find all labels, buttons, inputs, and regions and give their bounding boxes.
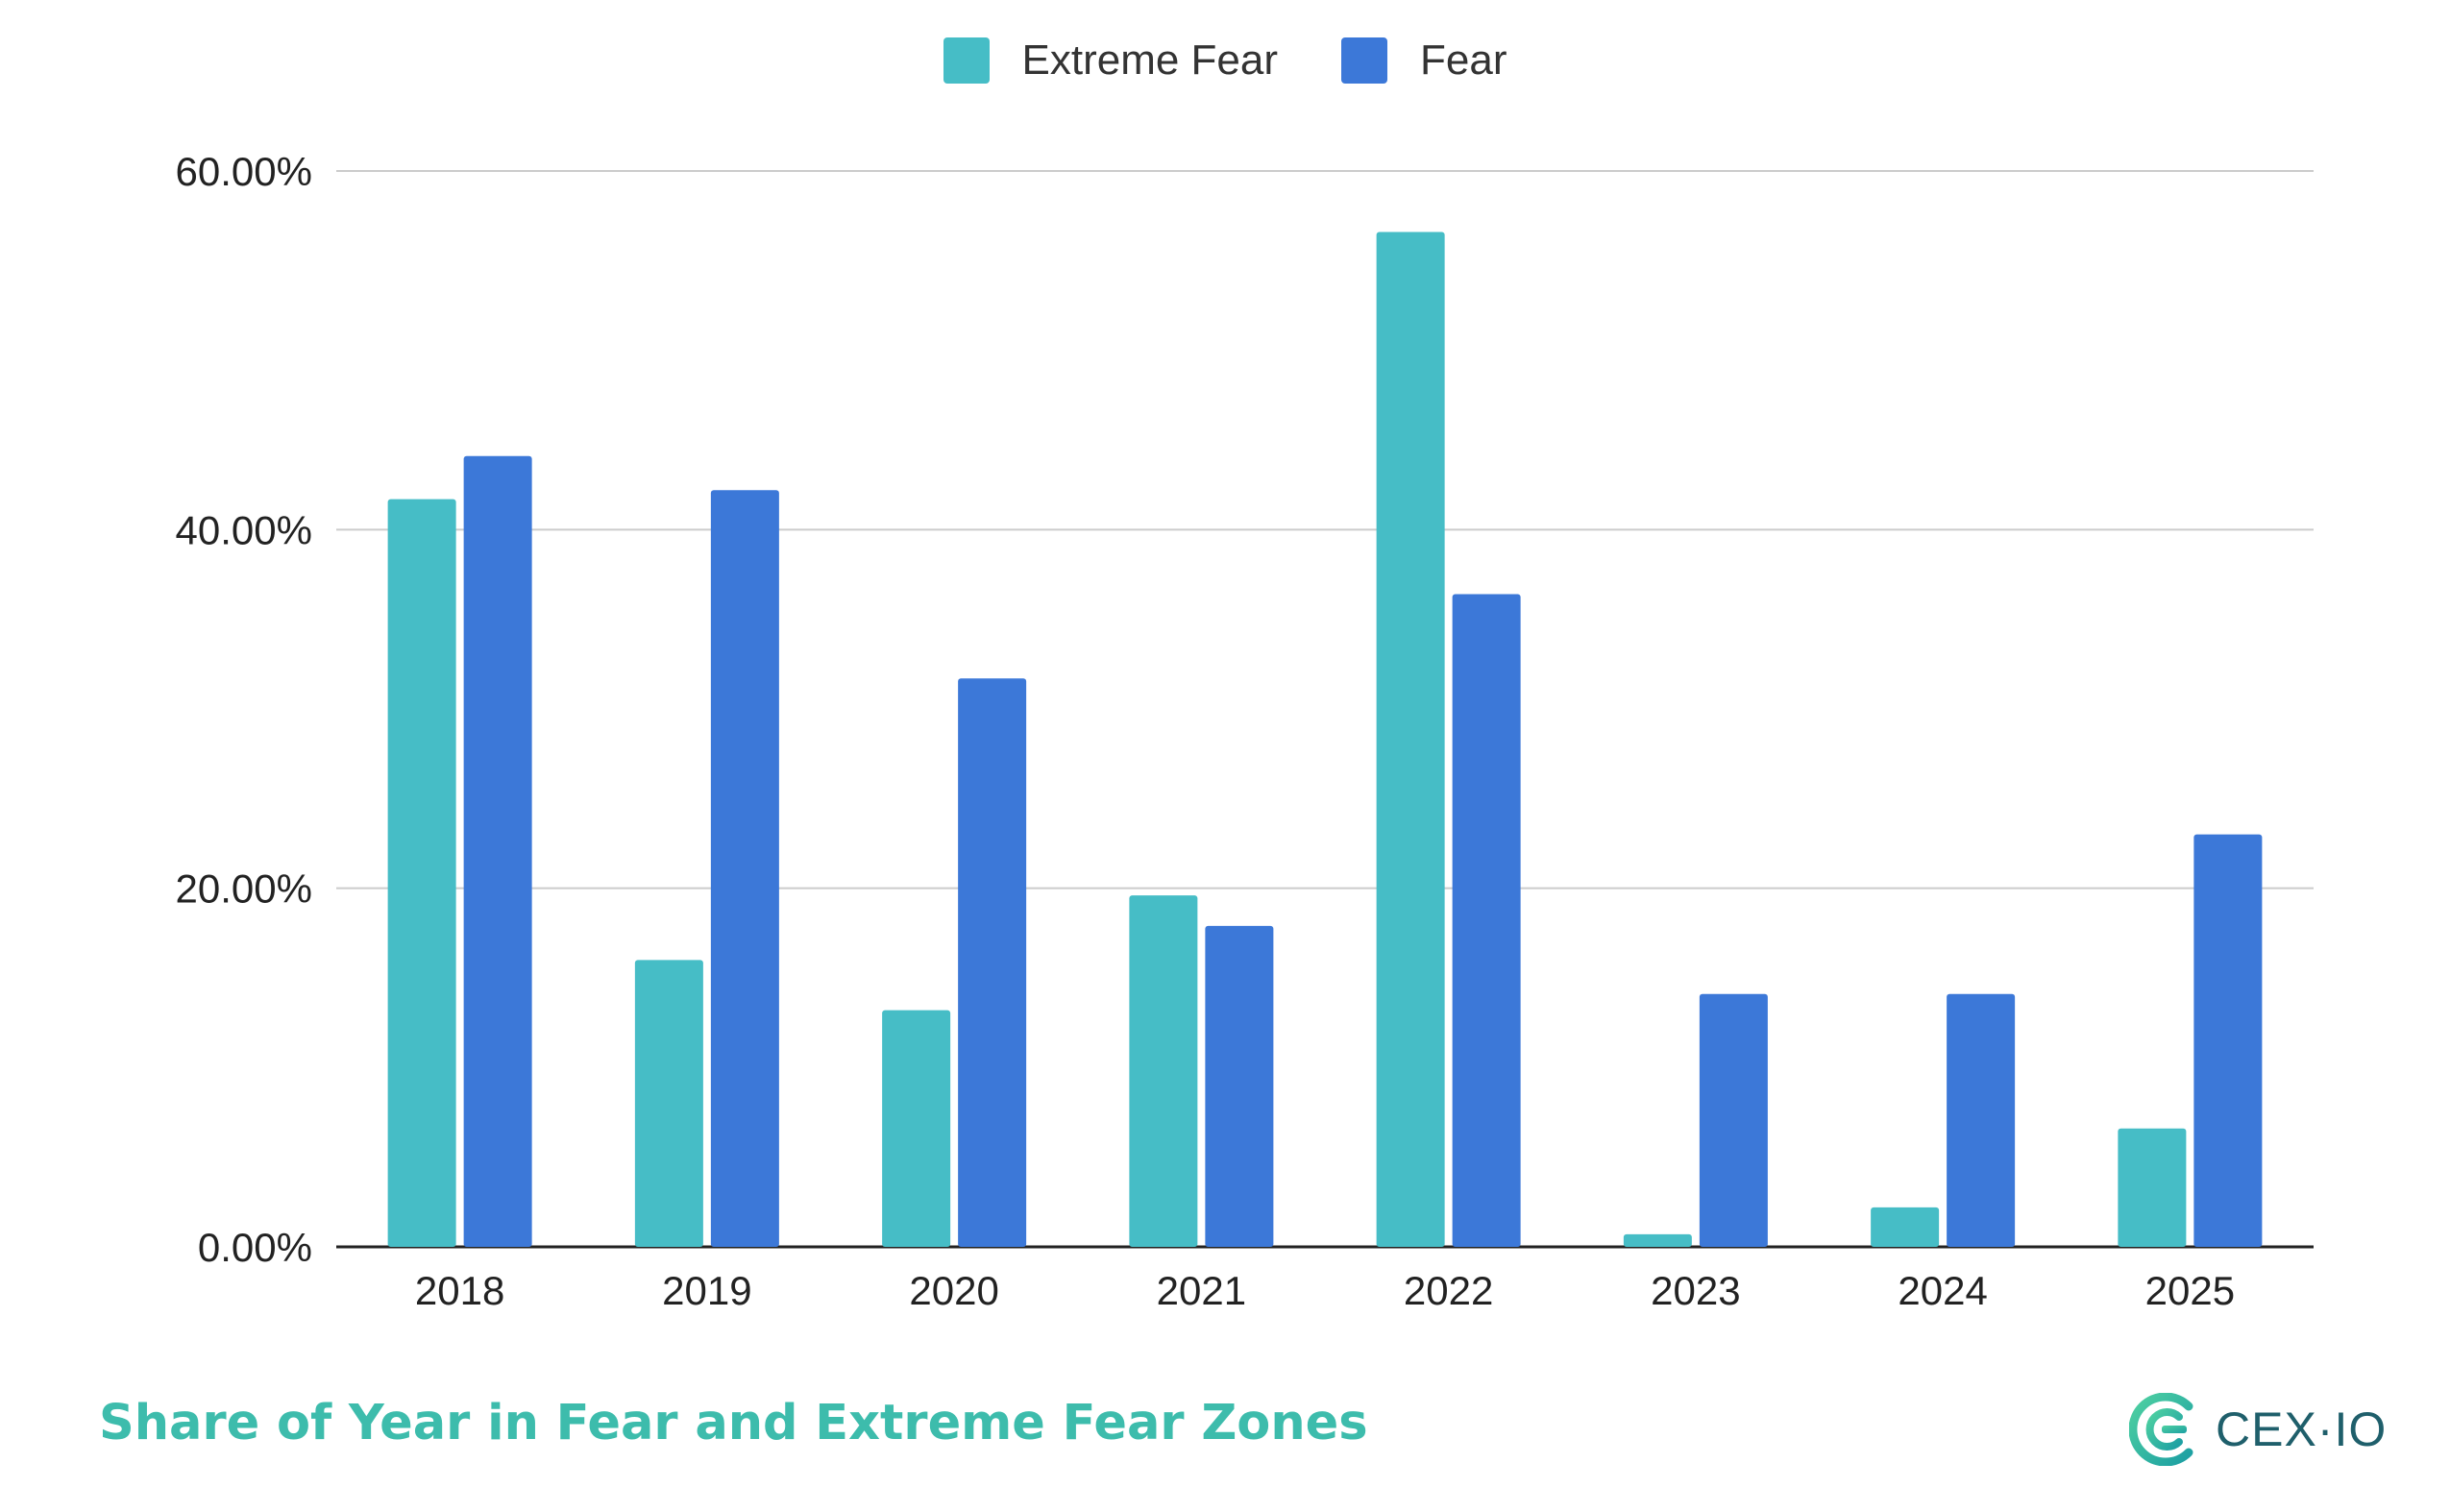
x-tick-label: 2025 bbox=[2145, 1268, 2235, 1313]
x-tick-label: 2021 bbox=[1157, 1268, 1246, 1313]
bar-extreme-fear-2020[interactable] bbox=[882, 1010, 951, 1247]
y-tick-label: 40.00% bbox=[176, 507, 312, 552]
y-tick-label: 0.00% bbox=[198, 1225, 312, 1270]
x-tick-label: 2022 bbox=[1404, 1268, 1493, 1313]
brand-logo: CEX·IO bbox=[2129, 1393, 2387, 1466]
cex-logo-icon bbox=[2129, 1393, 2193, 1466]
bar-fear-2024[interactable] bbox=[1947, 993, 2016, 1247]
gridlines bbox=[336, 170, 2314, 1249]
brand-name: CEX·IO bbox=[2216, 1402, 2388, 1456]
bar-fear-2023[interactable] bbox=[1699, 993, 1768, 1247]
legend-item-extreme-fear[interactable]: Extreme Fear bbox=[943, 37, 1279, 85]
bar-extreme-fear-2019[interactable] bbox=[634, 960, 703, 1247]
bar-fear-2020[interactable] bbox=[958, 678, 1027, 1247]
x-axis-tick-labels: 2018 2019 2020 2021 2022 2023 2024 2025 bbox=[415, 1268, 2235, 1313]
x-tick-label: 2023 bbox=[1651, 1268, 1740, 1313]
y-tick-label: 20.00% bbox=[176, 866, 312, 912]
bar-extreme-fear-2021[interactable] bbox=[1129, 895, 1198, 1247]
chart-title: Share of Year in Fear and Extreme Fear Z… bbox=[99, 1395, 1368, 1451]
bar-extreme-fear-2024[interactable] bbox=[1871, 1207, 1940, 1247]
legend-swatch-extreme-fear bbox=[943, 37, 990, 84]
bar-fear-2019[interactable] bbox=[710, 490, 779, 1247]
bar-extreme-fear-2018[interactable] bbox=[387, 499, 456, 1247]
bar-extreme-fear-2022[interactable] bbox=[1376, 232, 1445, 1247]
y-tick-label: 60.00% bbox=[176, 149, 312, 194]
bar-fear-2021[interactable] bbox=[1205, 925, 1274, 1247]
legend-label-fear: Fear bbox=[1420, 37, 1507, 84]
legend-item-fear[interactable]: Fear bbox=[1341, 37, 1507, 85]
bar-extreme-fear-2025[interactable] bbox=[2118, 1128, 2187, 1247]
legend-swatch-fear bbox=[1341, 37, 1388, 84]
bar-fear-2018[interactable] bbox=[463, 455, 532, 1247]
bar-extreme-fear-2023[interactable] bbox=[1623, 1233, 1692, 1247]
legend-label-extreme-fear: Extreme Fear bbox=[1021, 37, 1279, 84]
bar-fear-2025[interactable] bbox=[2193, 834, 2263, 1247]
x-tick-label: 2018 bbox=[415, 1268, 504, 1313]
x-tick-label: 2020 bbox=[909, 1268, 998, 1313]
bars bbox=[387, 232, 2263, 1247]
bar-fear-2022[interactable] bbox=[1452, 594, 1521, 1247]
legend: Extreme Fear Fear bbox=[0, 37, 2450, 85]
y-axis-tick-labels: 0.00% 20.00% 40.00% 60.00% bbox=[176, 149, 312, 1270]
x-tick-label: 2024 bbox=[1898, 1268, 1987, 1313]
x-tick-label: 2019 bbox=[662, 1268, 751, 1313]
